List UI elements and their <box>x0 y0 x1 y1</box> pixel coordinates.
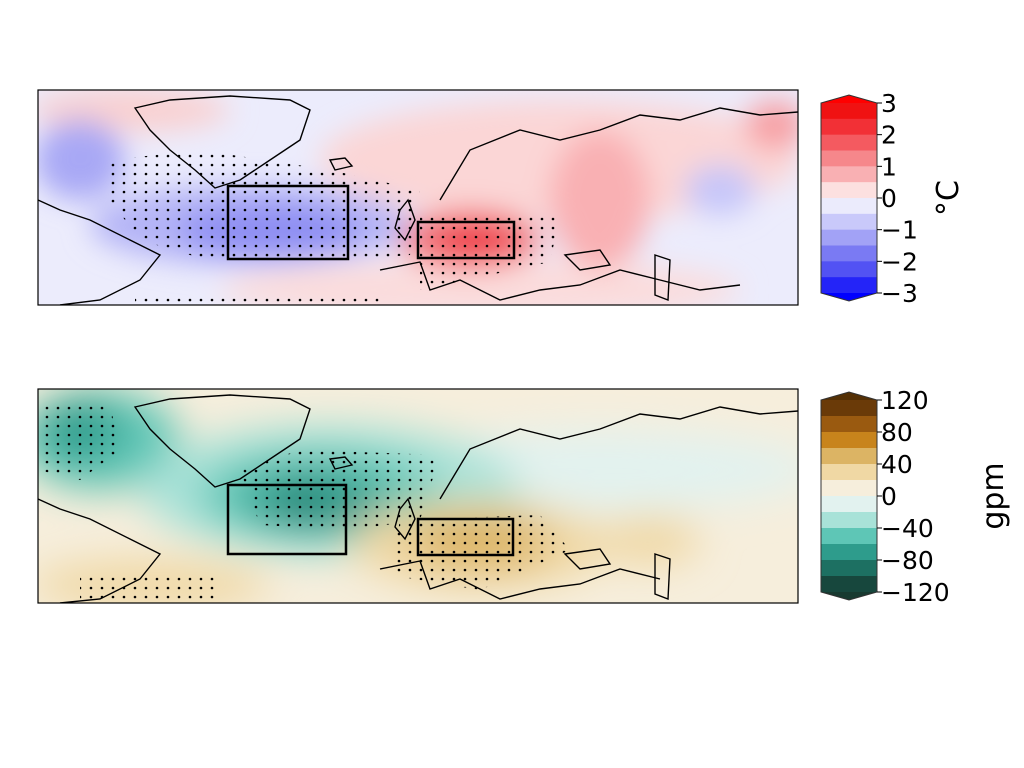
coastlines <box>38 95 798 305</box>
colorbar-tick-label: −2 <box>881 247 918 276</box>
colorbar-band <box>821 496 877 513</box>
region-box-europe <box>416 517 515 557</box>
region-box-north-atlantic <box>226 184 350 261</box>
colorbar-band <box>821 464 877 481</box>
colorbar-tick-label: 2 <box>881 121 897 150</box>
colorbar-band <box>821 213 877 231</box>
colorbar-tick-label: 120 <box>881 386 929 415</box>
colorbar-band <box>821 118 877 136</box>
colorbar-band <box>821 528 877 545</box>
colorbar-band <box>821 134 877 151</box>
colorbar-extend-high <box>821 392 877 400</box>
region-box-north-atlantic <box>226 483 348 556</box>
colorbar-band <box>821 150 877 167</box>
map-frame <box>37 388 799 604</box>
colorbar-unit-label: °C <box>931 180 966 216</box>
stipple-region <box>110 150 420 262</box>
colorbar-tick-label: 80 <box>881 418 913 447</box>
colorbar-band <box>821 245 877 262</box>
stipple-region <box>420 212 560 290</box>
colorbar-geopotential: 120 80 40 0 −40 −80 −120 gpm <box>820 386 1011 607</box>
colorbar-tick-label: −120 <box>881 578 950 607</box>
temperature-map <box>38 90 798 305</box>
stipple-region <box>135 295 385 303</box>
colorbar-tick-label: 3 <box>881 89 897 118</box>
stipple-region <box>390 515 570 590</box>
colorbar-band <box>821 277 877 294</box>
colorbar-unit-label: gpm <box>976 462 1011 529</box>
colorbar-temperature: 3 21 0 −1−2 −3 °C <box>820 89 966 308</box>
colorbar-band <box>821 198 877 215</box>
colorbar-band <box>821 560 877 577</box>
colorbar-tick-label: −3 <box>881 279 918 308</box>
colorbar-extend-low <box>821 293 877 301</box>
stipple-region <box>80 575 220 600</box>
colorbar-band <box>821 182 877 199</box>
colorbar-band <box>821 416 877 433</box>
colorbar-tick-label: 0 <box>881 184 897 213</box>
colorbar-tick-label: −80 <box>881 546 934 575</box>
geopotential-map <box>38 389 798 603</box>
colorbar-extend-low <box>821 592 877 600</box>
stipple-region <box>240 450 440 530</box>
colorbar-tick-label: 0 <box>881 482 897 511</box>
stipple-region <box>38 400 120 480</box>
coastlines <box>38 394 798 603</box>
colorbar-band <box>821 166 877 183</box>
colorbar-band <box>821 448 877 465</box>
colorbar-tick-label: 40 <box>881 450 913 479</box>
map-frame <box>37 89 799 306</box>
colorbar-band <box>821 400 877 417</box>
colorbar-band <box>821 103 877 120</box>
colorbar-tick-label: 1 <box>881 152 897 181</box>
colorbar-band <box>821 544 877 561</box>
colorbar-band <box>821 432 877 449</box>
colorbar-band <box>821 229 877 246</box>
colorbar-band <box>821 512 877 529</box>
colorbar-tick-label: −1 <box>881 216 918 245</box>
region-box-europe <box>416 220 516 260</box>
colorbar-band <box>821 261 877 278</box>
colorbar-band <box>821 480 877 497</box>
colorbar-tick-label: −40 <box>881 514 934 543</box>
colorbar-band <box>821 576 877 593</box>
colorbar-extend-high <box>821 95 877 103</box>
